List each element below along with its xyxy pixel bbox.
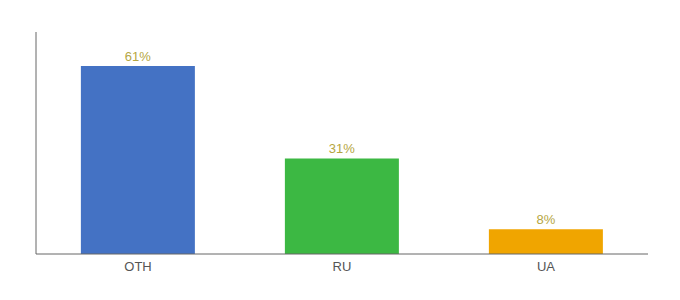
svg-text:8%: 8% [536, 212, 555, 227]
svg-text:OTH: OTH [124, 259, 151, 274]
svg-text:RU: RU [333, 259, 352, 274]
svg-text:61%: 61% [125, 49, 151, 64]
svg-text:UA: UA [537, 259, 555, 274]
svg-text:31%: 31% [329, 141, 355, 156]
